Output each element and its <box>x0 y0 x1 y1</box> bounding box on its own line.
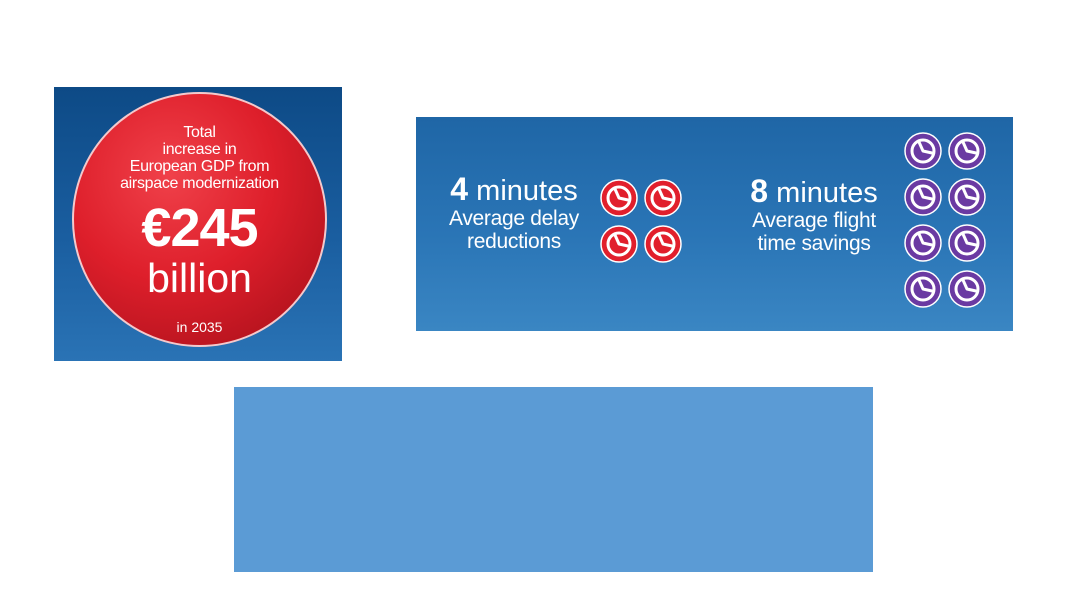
flight-stat: 8 minutes Average flight time savings <box>734 175 894 255</box>
purple-clock-icon <box>948 132 986 170</box>
gdp-caption-line: Total <box>183 124 216 141</box>
gdp-panel: Total increase in European GDP from airs… <box>54 87 342 361</box>
time-savings-panel: 4 minutes Average delay reductions 8 min… <box>416 117 1013 331</box>
gdp-amount: €245 <box>141 198 258 258</box>
red-clock-icon <box>644 225 682 263</box>
delay-description-line: Average delay <box>449 207 579 230</box>
flight-number: 8 <box>750 173 769 209</box>
flight-description: Average flight time savings <box>734 209 894 255</box>
flight-unit: minutes <box>776 177 878 209</box>
purple-clock-icon <box>948 224 986 262</box>
red-clock-icon <box>600 179 638 217</box>
purple-clock-icon <box>904 132 942 170</box>
gdp-unit: billion <box>147 255 252 301</box>
gdp-caption-line: increase in <box>162 141 237 158</box>
flight-value: 8 minutes <box>734 175 894 209</box>
delay-description: Average delay reductions <box>434 207 594 253</box>
delay-value: 4 minutes <box>434 173 594 207</box>
purple-clock-icon <box>904 178 942 216</box>
gdp-caption-line: European GDP from <box>129 158 270 175</box>
delay-description-line: reductions <box>467 230 561 253</box>
gdp-circle-badge: Total increase in European GDP from airs… <box>72 92 327 347</box>
gdp-year: in 2035 <box>176 319 223 335</box>
purple-clock-icon <box>904 224 942 262</box>
red-clock-icon <box>644 179 682 217</box>
red-clock-icon <box>600 225 638 263</box>
purple-clock-icon <box>948 270 986 308</box>
flight-description-line: time savings <box>757 232 871 255</box>
delay-stat: 4 minutes Average delay reductions <box>434 173 594 253</box>
delay-clock-grid <box>600 179 682 263</box>
flight-clock-grid <box>904 132 986 308</box>
delay-number: 4 <box>450 171 469 207</box>
flight-description-line: Average flight <box>752 209 876 232</box>
blank-content-block <box>234 387 873 572</box>
delay-unit: minutes <box>476 175 578 207</box>
gdp-caption-line: airspace modernization <box>120 175 279 192</box>
gdp-caption: Total increase in European GDP from airs… <box>74 124 325 192</box>
purple-clock-icon <box>948 178 986 216</box>
purple-clock-icon <box>904 270 942 308</box>
